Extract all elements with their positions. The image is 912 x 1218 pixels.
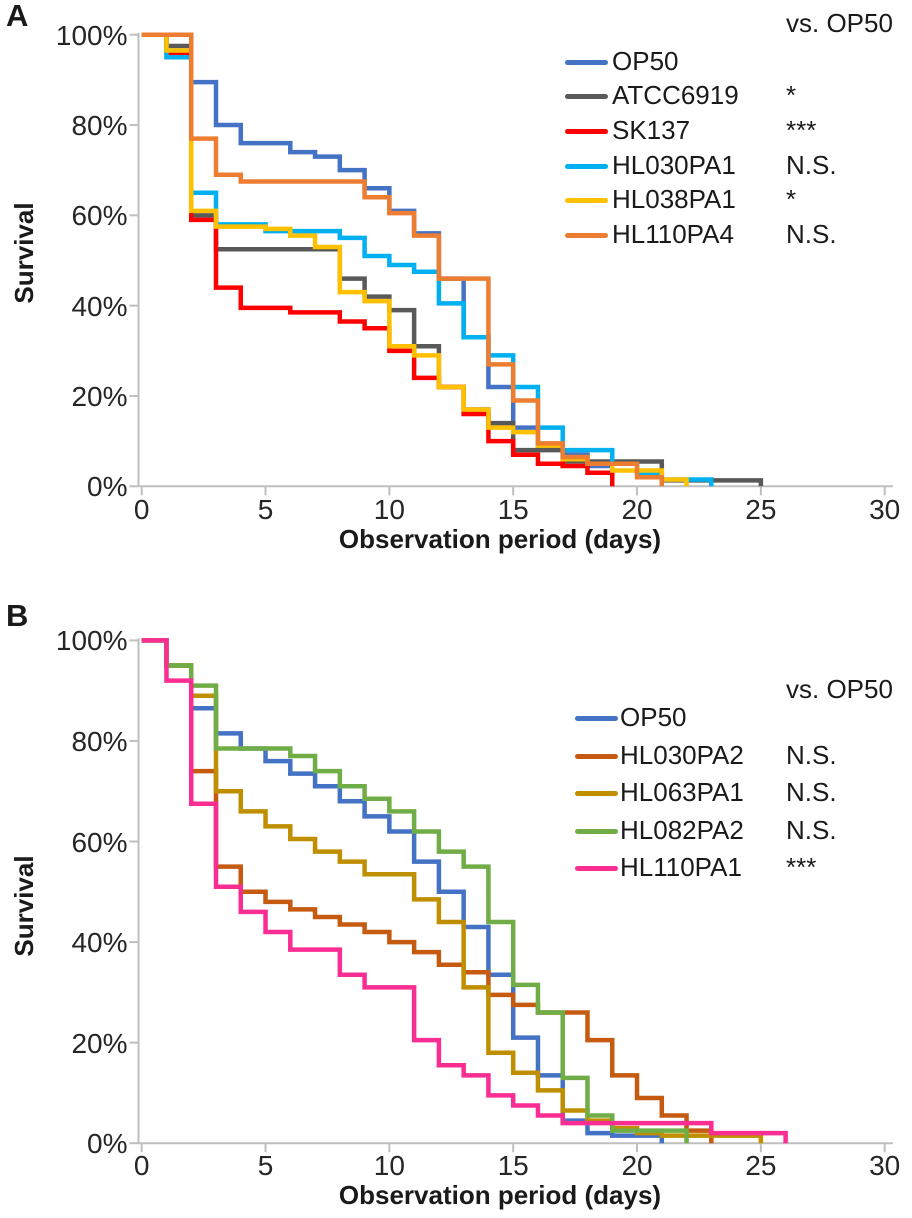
legend-swatch-HL110PA1 bbox=[575, 865, 618, 871]
x-axis-title: Observation period (days) bbox=[338, 524, 662, 554]
survival-curve-HL110PA4 bbox=[141, 32, 665, 487]
y-tick-label: 100% bbox=[55, 625, 128, 657]
legend-swatch-HL110PA4 bbox=[565, 232, 608, 238]
significance-HL082PA2: N.S. bbox=[786, 815, 837, 845]
x-tick-label: 0 bbox=[133, 494, 150, 525]
survival-curve-HL110PA1 bbox=[141, 638, 788, 1144]
significance-HL063PA1: N.S. bbox=[786, 777, 837, 807]
survival-curve-HL030PA2 bbox=[141, 638, 714, 1144]
legend-swatch-SK137 bbox=[565, 128, 608, 134]
legend-label-OP50: OP50 bbox=[620, 702, 687, 732]
x-axis-title: Observation period (days) bbox=[338, 1180, 662, 1210]
legend-swatch-HL038PA1 bbox=[565, 197, 608, 203]
y-tick-label: 60% bbox=[71, 200, 128, 232]
legend-swatch-OP50 bbox=[565, 59, 608, 65]
significance-HL038PA1: * bbox=[786, 184, 797, 214]
legend-label-SK137: SK137 bbox=[612, 115, 691, 145]
legend-header: vs. OP50 bbox=[786, 8, 893, 38]
legend-label-HL082PA2: HL082PA2 bbox=[620, 815, 744, 845]
x-tick-label: 15 bbox=[497, 494, 529, 525]
y-tick-label: 80% bbox=[71, 110, 128, 142]
y-tick-label: 80% bbox=[71, 725, 128, 757]
legend-swatch-HL082PA2 bbox=[575, 828, 618, 834]
legend-label-HL030PA2: HL030PA2 bbox=[620, 740, 744, 770]
significance-SK137: *** bbox=[786, 115, 817, 145]
x-tick-label: 20 bbox=[621, 494, 653, 525]
x-tick-label: 25 bbox=[745, 494, 777, 525]
x-tick-label: 10 bbox=[373, 494, 405, 525]
legend-swatch-HL030PA2 bbox=[575, 753, 618, 759]
legend-label-HL110PA1: HL110PA1 bbox=[620, 852, 742, 882]
y-tick-label: 100% bbox=[55, 19, 128, 51]
legend-label-ATCC6919: ATCC6919 bbox=[612, 80, 739, 110]
y-tick-label: 0% bbox=[87, 1128, 128, 1160]
y-axis-title: Survival bbox=[9, 202, 39, 304]
x-tick-label: 10 bbox=[373, 1150, 405, 1181]
x-tick-label: 5 bbox=[257, 1150, 274, 1181]
survival-curve-SK137 bbox=[141, 32, 615, 487]
y-tick-label: 0% bbox=[87, 471, 128, 503]
x-tick-label: 30 bbox=[869, 1150, 901, 1181]
legend-header: vs. OP50 bbox=[786, 674, 893, 704]
legend-label-HL063PA1: HL063PA1 bbox=[620, 777, 744, 807]
legend-label-HL030PA1: HL030PA1 bbox=[612, 150, 736, 180]
legend-label-OP50: OP50 bbox=[612, 46, 679, 76]
legend-swatch-ATCC6919 bbox=[565, 93, 608, 99]
y-tick-label: 20% bbox=[71, 380, 128, 412]
x-tick-label: 15 bbox=[497, 1150, 529, 1181]
legend-swatch-HL063PA1 bbox=[575, 790, 618, 796]
significance-HL110PA1: *** bbox=[786, 852, 817, 882]
legend-swatch-OP50 bbox=[575, 715, 618, 721]
survival-curve-HL082PA2 bbox=[141, 638, 689, 1144]
panel-label-B: B bbox=[6, 598, 29, 633]
y-tick-label: 20% bbox=[71, 1027, 128, 1059]
x-tick-label: 20 bbox=[621, 1150, 653, 1181]
legend-swatch-HL030PA1 bbox=[565, 163, 608, 169]
significance-HL110PA4: N.S. bbox=[786, 219, 837, 249]
panel-label-A: A bbox=[6, 0, 29, 33]
y-tick-label: 40% bbox=[71, 927, 128, 959]
x-tick-label: 0 bbox=[133, 1150, 150, 1181]
legend-label-HL038PA1: HL038PA1 bbox=[612, 184, 736, 214]
legend-label-HL110PA4: HL110PA4 bbox=[612, 219, 734, 249]
x-tick-label: 30 bbox=[869, 494, 901, 525]
survival-curve-HL038PA1 bbox=[141, 32, 689, 487]
y-tick-label: 60% bbox=[71, 826, 128, 858]
y-tick-label: 40% bbox=[71, 290, 128, 322]
significance-HL030PA2: N.S. bbox=[786, 740, 837, 770]
significance-HL030PA1: N.S. bbox=[786, 150, 837, 180]
significance-ATCC6919: * bbox=[786, 80, 797, 110]
x-tick-label: 25 bbox=[745, 1150, 777, 1181]
x-tick-label: 5 bbox=[257, 494, 274, 525]
survival-curve-OP50 bbox=[141, 32, 615, 487]
y-axis-title: Survival bbox=[9, 855, 39, 957]
